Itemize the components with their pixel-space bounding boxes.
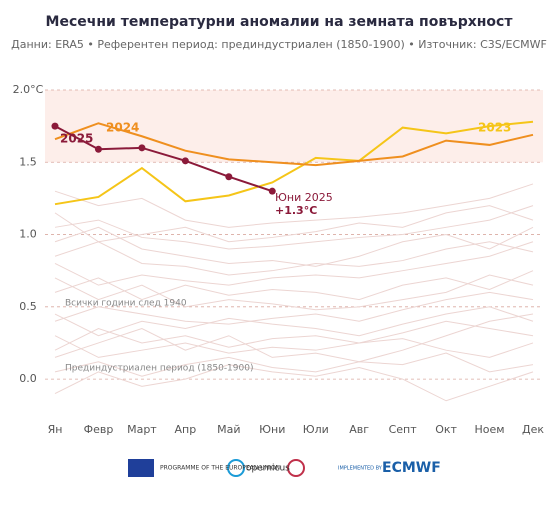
eu-flag xyxy=(128,459,154,477)
background-line xyxy=(54,306,534,337)
background-line xyxy=(54,241,534,286)
footer-text: ECMWF xyxy=(382,460,441,476)
annotation: 2025 xyxy=(60,132,93,146)
target-band xyxy=(45,90,543,163)
background-line xyxy=(54,313,534,363)
x-tick-label: Дек xyxy=(522,423,544,436)
footer-text: PROGRAMME OF THE EUROPEAN UNION xyxy=(160,465,280,472)
point xyxy=(225,173,233,181)
x-tick-label: Ян xyxy=(48,423,63,436)
footer-text: opernicus xyxy=(246,464,290,474)
y-tick-label: 1.0 xyxy=(19,228,37,241)
annotation: +1.3°C xyxy=(275,204,317,217)
x-tick-label: Юни xyxy=(259,423,285,436)
y-tick-label: 2.0°C xyxy=(13,83,44,96)
background-line xyxy=(54,205,534,250)
annotation: Юни 2025 xyxy=(275,191,333,204)
background-line xyxy=(54,274,534,311)
point xyxy=(94,145,102,153)
point xyxy=(181,157,189,165)
x-tick-label: Май xyxy=(217,423,240,436)
background-line xyxy=(54,364,534,402)
x-tick-label: Апр xyxy=(175,423,197,436)
x-tick-label: Февр xyxy=(84,423,114,436)
x-tick-label: Авг xyxy=(349,423,369,436)
x-tick-label: Ноем xyxy=(475,423,505,436)
background-line xyxy=(54,205,534,243)
background-line xyxy=(54,241,534,276)
copernicus-logo xyxy=(227,459,245,477)
series-line xyxy=(54,120,534,206)
annotation: 2024 xyxy=(106,121,139,135)
point xyxy=(268,187,276,195)
y-tick-label: 0.5 xyxy=(19,300,37,313)
annotation: Прединдустриален период (1850-1900) xyxy=(65,364,253,374)
footer-logos xyxy=(128,459,305,477)
series-line xyxy=(54,122,534,167)
series-line xyxy=(54,125,273,193)
annotation: 2023 xyxy=(478,121,511,135)
background-line xyxy=(54,270,534,301)
x-tick-label: Юли xyxy=(303,423,329,436)
annotation: Всички години след 1940 xyxy=(65,299,187,309)
x-tick-label: Март xyxy=(127,423,157,436)
chart-subtitle: Данни: ERA5 • Референтен период: прединд… xyxy=(11,38,547,51)
background-line xyxy=(54,183,534,228)
background-line xyxy=(54,352,534,377)
background-line xyxy=(54,320,534,351)
c3s-logo xyxy=(287,459,305,477)
chart-title: Месечни температурни аномалии на земната… xyxy=(46,14,514,30)
point xyxy=(51,122,59,130)
footer-text: IMPLEMENTED BY xyxy=(338,466,383,472)
y-tick-label: 1.5 xyxy=(19,155,37,168)
y-tick-label: 0.0 xyxy=(19,372,37,385)
x-tick-label: Окт xyxy=(435,423,457,436)
background-line xyxy=(54,335,534,358)
x-tick-label: Септ xyxy=(389,423,418,436)
background-line xyxy=(54,226,534,267)
point xyxy=(138,144,146,152)
background-line xyxy=(54,291,534,325)
